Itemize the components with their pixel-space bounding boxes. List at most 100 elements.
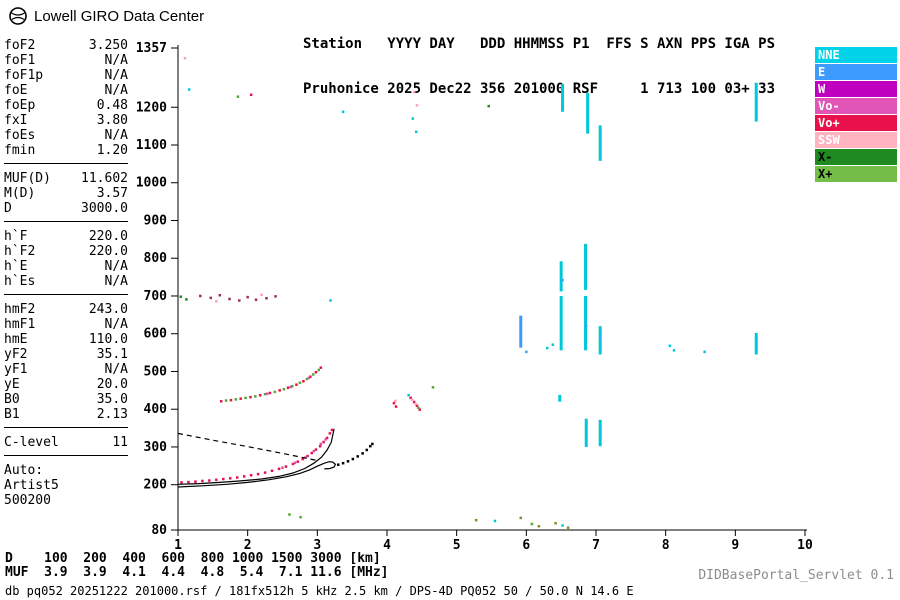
echo-point [278,389,281,392]
param-value: 220.0 [88,229,128,244]
echo-point [554,521,557,525]
param-row: h`F2 220.0 [4,244,128,259]
param-row: Auto: [4,463,128,478]
echo-point [215,478,218,482]
echo-point [254,298,258,302]
echo-point [317,368,320,372]
echo-streak [754,82,758,122]
echo-point [256,472,260,476]
echo-legend: NNE E W Vo- Vo+ SSW X- X+ [815,47,897,183]
echo-point [409,396,412,400]
param-value: N/A [104,317,128,332]
y-tick-label: 500 [144,364,168,379]
echo-point [703,350,706,354]
echo-point [598,336,602,339]
echo-point [361,452,364,455]
param-label: B0 [4,392,20,407]
y-tick-label: 1357 [136,41,167,56]
echo-point [346,460,350,463]
param-row: B0 35.0 [4,392,128,407]
echo-point [270,469,274,472]
echo-point [525,350,528,354]
echo-point [330,428,334,432]
legend-item-vo: Vo+ [815,115,897,131]
echo-point [412,400,416,404]
y-tick-label: 700 [144,289,168,304]
param-row: hmF1 N/A [4,317,128,332]
echo-point [208,479,211,482]
param-row: yF2 35.1 [4,347,128,362]
echo-point [180,481,183,484]
legend-item-x: X+ [815,166,897,182]
param-divider [4,221,128,222]
echo-point [310,451,314,455]
param-row: foF1 N/A [4,53,128,68]
echo-point [530,522,534,526]
param-label: h`F2 [4,244,36,259]
param-value: N/A [104,362,128,377]
echo-point [418,408,421,411]
echo-point [268,391,272,395]
station-header-line2: Pruhonice 2025 Dec22 356 201000 RSF 1 71… [303,81,776,97]
param-value: 35.0 [96,392,128,407]
echo-point [260,293,263,297]
param-row: foEp 0.48 [4,98,128,113]
station-header: Station YYYY DAY DDD HHMMSS P1 FFS S AXN… [303,7,775,112]
param-row: yF1 N/A [4,362,128,377]
echo-streak [598,125,602,161]
echo-point [431,386,435,389]
echo-point [561,524,564,527]
y-tick-label: 1000 [136,176,167,191]
echo-point [296,460,300,463]
echo-point [218,293,222,297]
echo-point [215,300,218,303]
muf-row: MUF 3.9 3.9 4.1 4.4 4.8 5.4 7.1 11.6 [MH… [5,565,389,580]
param-value: 220.0 [88,244,128,259]
servlet-version: DIDBasePortal_Servlet 0.1 [698,568,894,583]
echo-point [199,294,202,298]
y-tick-label: 400 [144,402,168,417]
echo-point [235,476,239,479]
echo-point [314,370,318,374]
echo-point [222,477,225,481]
giro-logo-icon [9,7,27,25]
echo-point [307,376,311,380]
param-row: yE 20.0 [4,377,128,392]
param-row: h`F 220.0 [4,229,128,244]
station-header-line1: Station YYYY DAY DDD HHMMSS P1 FFS S AXN… [303,36,776,52]
echo-point [324,438,327,441]
echo-point [668,344,672,348]
echo-point [584,324,588,328]
echo-point [291,462,295,466]
echo-point [545,346,549,350]
echo-point [328,432,332,435]
param-row: C-level 11 [4,435,128,450]
extrapolated-trace [177,432,318,462]
echo-streak [558,394,562,402]
param-row: fmin 1.20 [4,143,128,158]
param-value: 1.20 [96,143,128,158]
echo-point [281,466,284,469]
param-row: h`E N/A [4,259,128,274]
param-row: D 3000.0 [4,201,128,216]
echo-point [187,480,190,484]
echo-point [187,88,191,91]
brand-title: Lowell GIRO Data Center [34,7,205,25]
y-tick-label: 200 [144,478,168,493]
param-label: Auto: [4,463,44,478]
param-label: fxI [4,113,28,128]
profile-trace [177,461,337,488]
brand: Lowell GIRO Data Center [8,6,204,26]
distance-row: D 100 200 400 600 800 1000 1500 3000 [km… [5,551,381,566]
echo-point [519,516,523,520]
echo-point [289,385,293,389]
x-tick-label: 3 [313,538,321,553]
echo-point [341,461,345,465]
echo-point [265,392,269,395]
echo-point [672,349,676,352]
y-tick-label: 800 [144,251,168,266]
echo-point [228,297,231,301]
param-row: hmF2 243.0 [4,302,128,317]
